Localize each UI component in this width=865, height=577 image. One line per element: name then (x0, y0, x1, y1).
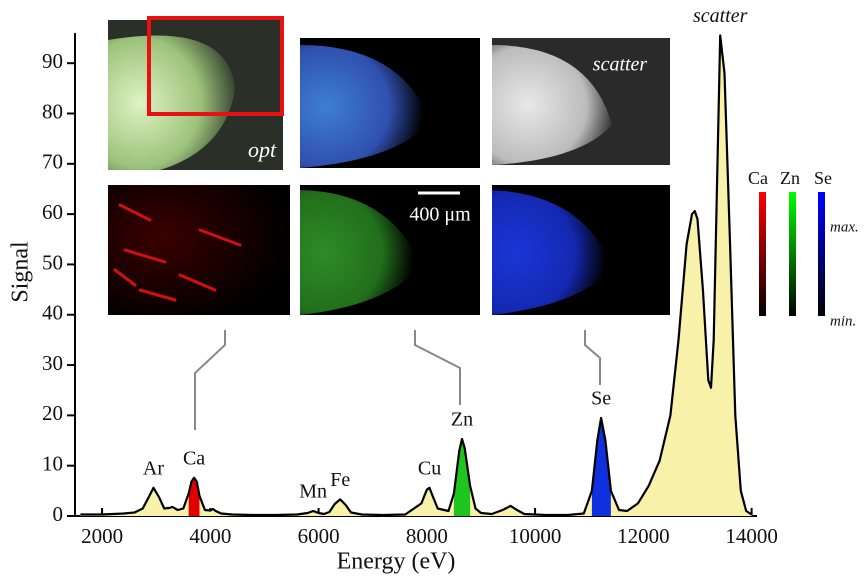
colorbar-label: Se (814, 168, 832, 188)
y-tick-label: 10 (42, 452, 63, 476)
leaf (300, 45, 430, 168)
colorbar (818, 192, 825, 316)
y-tick-label: 30 (42, 351, 63, 375)
insets: opt scatter 400 μm Ca Zn Se max. min. (108, 16, 859, 430)
y-tick-label: 80 (42, 99, 63, 123)
peak-label: Mn (299, 481, 327, 503)
colorbar-label: Zn (780, 168, 800, 188)
plot: 0 10 20 30 40 50 60 70 80 90 2000 4000 6000 8000 10000… (8, 5, 778, 574)
spectrum-line (80, 34, 753, 517)
leaf (492, 45, 612, 165)
peak-highlight (591, 417, 611, 516)
x-tick-label: 14000 (725, 524, 778, 548)
image-label: opt (248, 137, 277, 162)
x-tick-label: 6000 (298, 524, 340, 548)
peak-label: Fe (330, 469, 350, 491)
colorbar (759, 192, 766, 316)
y-tick-label: 90 (42, 49, 63, 73)
colorbar-label: Ca (748, 168, 768, 188)
leaf (108, 35, 235, 170)
peak-label: Ar (143, 457, 164, 479)
x-tick-label: 4000 (189, 524, 231, 548)
leaf (300, 190, 420, 315)
y-axis-title: Signal (8, 241, 34, 303)
x-tick-label: 2000 (81, 524, 123, 548)
x-tick-label: 8000 (406, 524, 448, 548)
leaf (492, 190, 612, 315)
y-tick-label: 0 (53, 502, 64, 526)
x-tick-label: 12000 (617, 524, 670, 548)
peak-label: Ca (183, 447, 205, 469)
colorbar (789, 192, 796, 316)
image-label: scatter (593, 54, 648, 76)
spectrum-area (80, 35, 752, 516)
hairs (113, 203, 242, 302)
y-tick-label: 40 (42, 301, 63, 325)
y-tick-label: 50 (42, 250, 63, 274)
peak-label: scatter (693, 5, 748, 27)
peak-label: Se (591, 387, 611, 409)
x-axis-title: Energy (eV) (337, 549, 456, 575)
y-tick-label: 60 (42, 200, 63, 224)
colorbar-min: min. (830, 313, 856, 329)
zoom-frame (147, 16, 284, 116)
colorbar-max: max. (830, 219, 859, 235)
x-tick-label: 10000 (509, 524, 562, 548)
peak-label: Zn (451, 409, 473, 431)
y-tick-label: 20 (42, 401, 63, 425)
y-tick-label: 70 (42, 150, 63, 174)
image-ca (108, 185, 290, 315)
scale-bar-label: 400 μm (409, 204, 471, 226)
connectors (194, 330, 601, 430)
peak-label: Cu (418, 457, 441, 479)
